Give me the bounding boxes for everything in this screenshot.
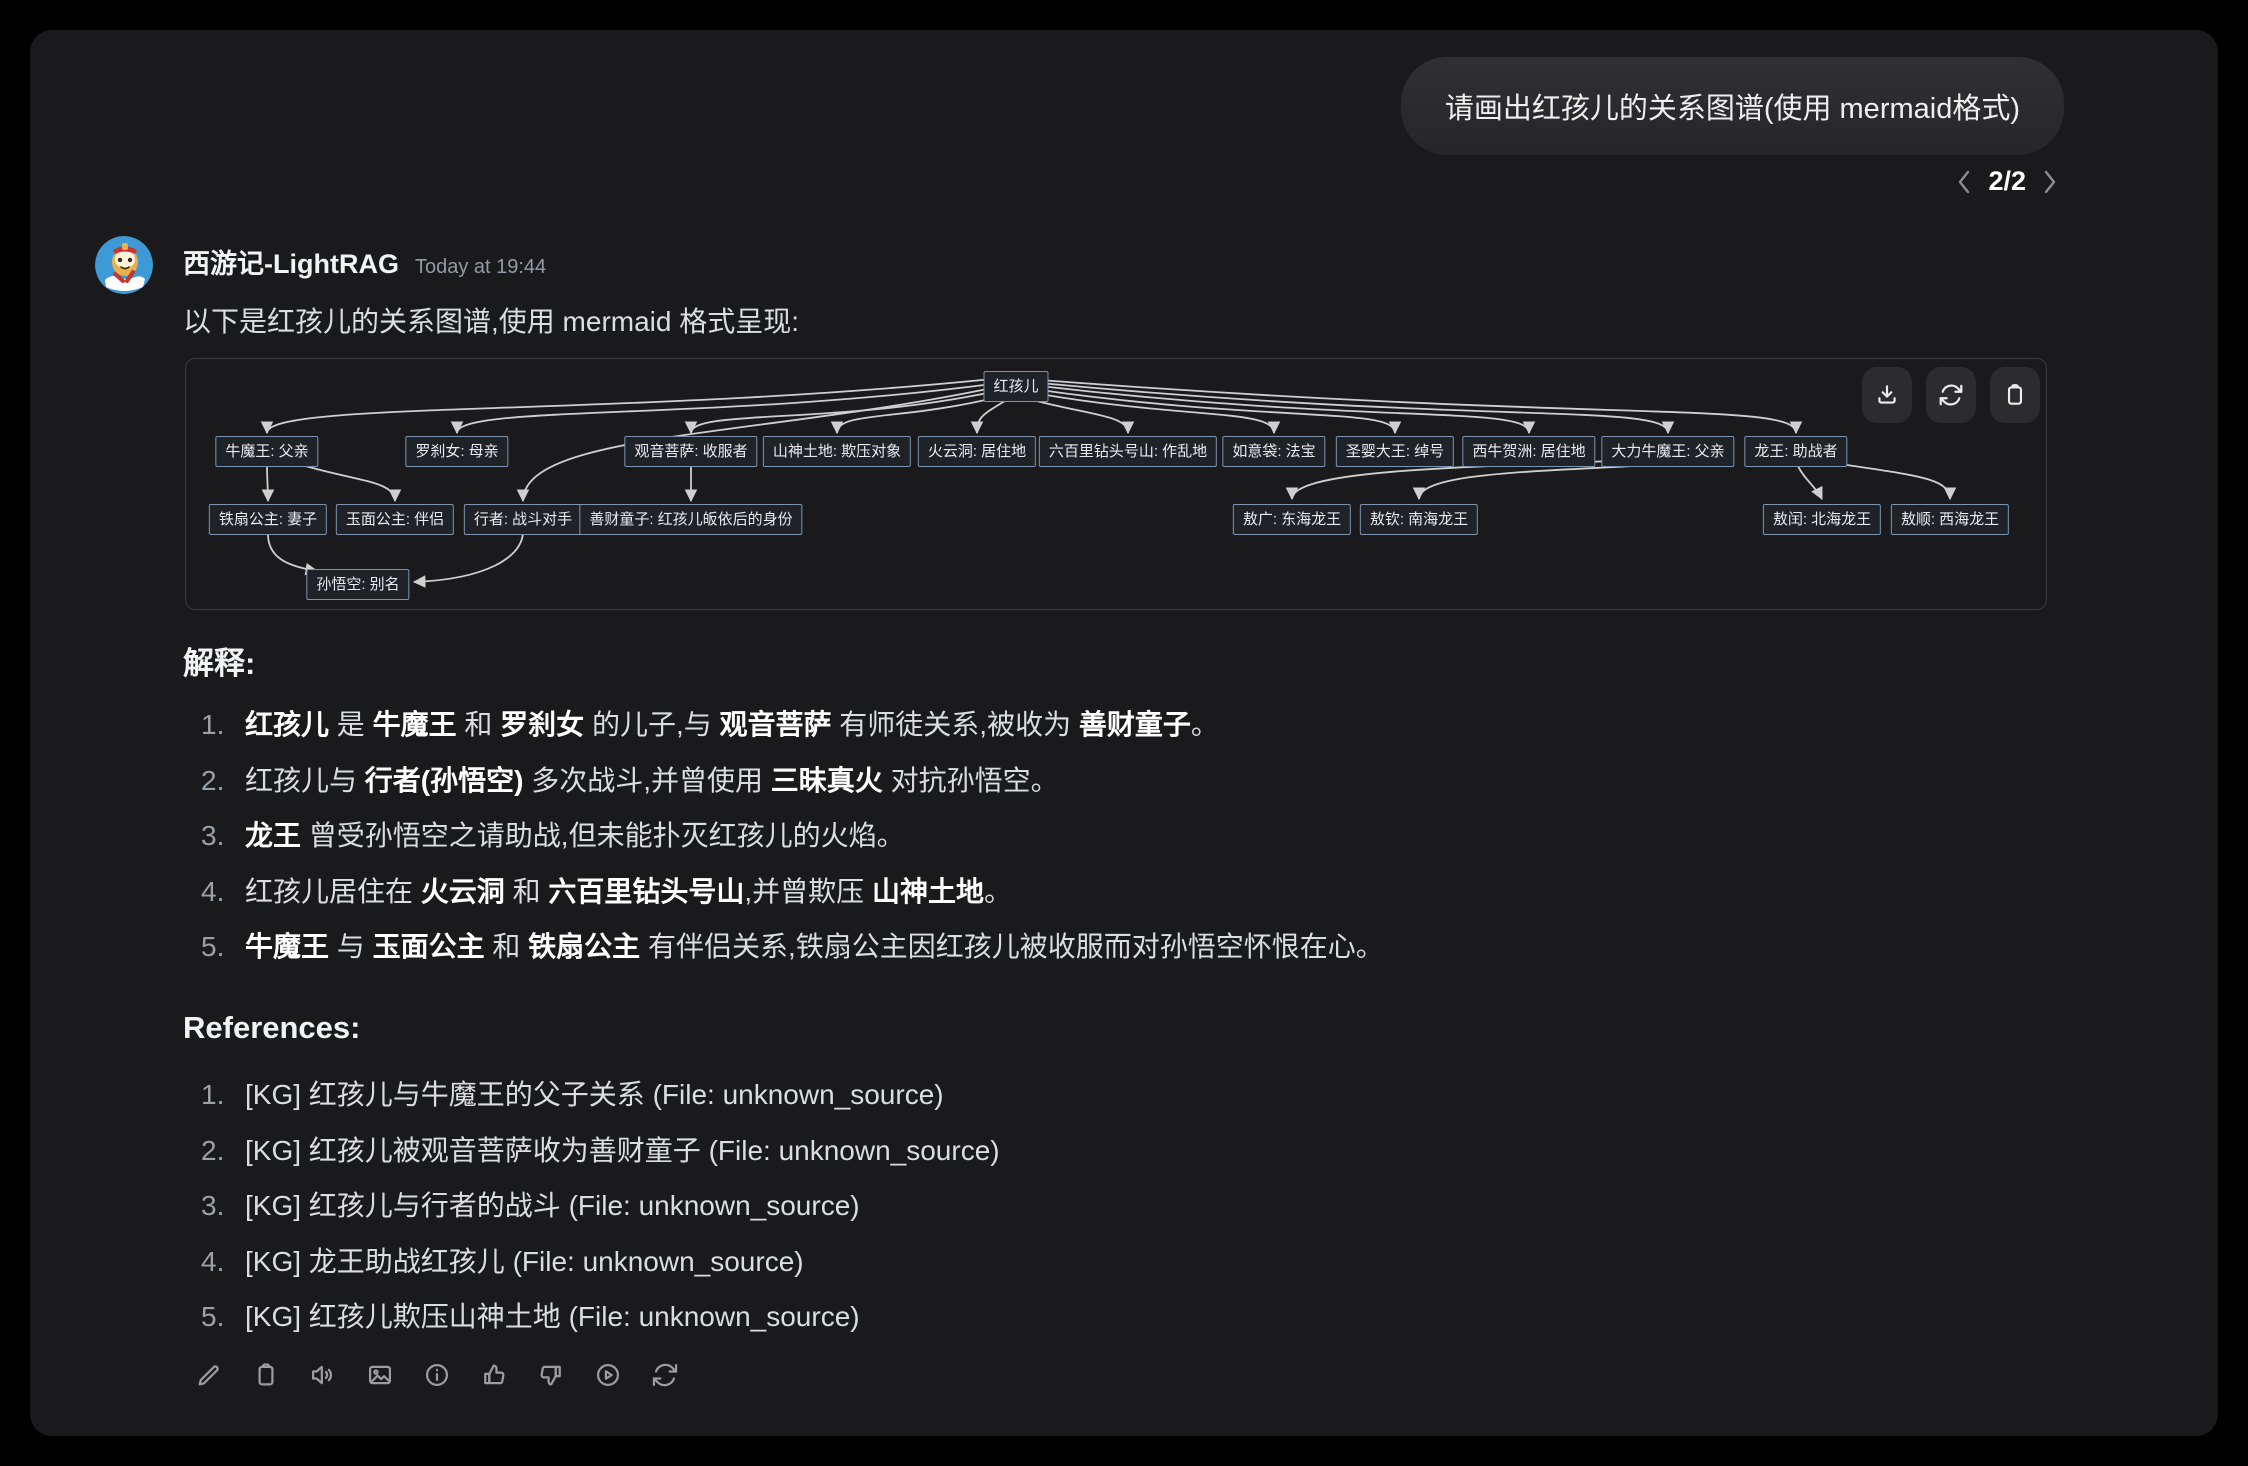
mermaid-diagram-panel: 红孩儿 牛魔王: 父亲 罗刹女: 母亲 观音菩萨: 收服者 山神土地: 欺压对象… xyxy=(185,358,2047,610)
diagram-node: 罗刹女: 母亲 xyxy=(405,436,509,467)
image-button[interactable] xyxy=(366,1361,394,1389)
diagram-node: 龙王: 助战者 xyxy=(1744,436,1848,467)
diagram-node: 山神土地: 欺压对象 xyxy=(762,436,912,467)
diagram-edge xyxy=(1039,389,1402,435)
diagram-node: 火云洞: 居住地 xyxy=(917,436,1037,467)
diagram-node: 孙悟空: 别名 xyxy=(306,569,410,600)
play-button[interactable] xyxy=(594,1361,622,1389)
message-pagination: 2/2 xyxy=(1956,166,2058,197)
explanation-item: 牛魔王 与 玉面公主 和 铁扇公主 有伴侣关系,铁扇公主因红孩儿被收服而对孙悟空… xyxy=(201,919,1384,974)
download-icon xyxy=(1878,385,1896,404)
play-icon xyxy=(596,1363,620,1387)
reference-item: [KG] 红孩儿与牛魔王的父子关系 (File: unknown_source) xyxy=(201,1067,944,1122)
regenerate-icon xyxy=(652,1363,678,1387)
diagram-edges xyxy=(260,378,1957,588)
reference-item: [KG] 红孩儿被观音菩萨收为善财童子 (File: unknown_sourc… xyxy=(201,1123,1000,1178)
bot-message-header: 西游记-LightRAG Today at 19:44 xyxy=(183,242,546,281)
diagram-node: 敖广: 东海龙王 xyxy=(1232,504,1352,535)
diagram-edge xyxy=(450,383,993,435)
explanation-heading: 解释: xyxy=(183,646,256,681)
thumbs-up-icon xyxy=(484,1364,505,1385)
reference-item: [KG] 红孩儿与行者的战斗 (File: unknown_source) xyxy=(201,1178,860,1233)
speak-icon xyxy=(311,1365,333,1385)
refresh-icon xyxy=(1939,384,1963,406)
bot-name[interactable]: 西游记-LightRAG xyxy=(183,249,399,279)
diagram-node: 红孩儿 xyxy=(983,371,1049,402)
diagram-edge xyxy=(1833,462,1957,501)
diagram-node: 玉面公主: 伴侣 xyxy=(335,504,455,535)
thumbs-up-button[interactable] xyxy=(480,1361,508,1389)
thumbs-down-icon xyxy=(540,1365,561,1386)
diagram-edge xyxy=(301,464,402,503)
diagram-node: 圣婴大王: 绰号 xyxy=(1335,436,1455,467)
user-message-bubble: 请画出红孩儿的关系图谱(使用 mermaid格式) xyxy=(1400,57,2064,155)
refresh-diagram-button[interactable] xyxy=(1926,367,1976,423)
copy-diagram-button[interactable] xyxy=(1990,367,2040,423)
diagram-edge xyxy=(1039,393,1281,435)
explanation-item: 红孩儿与 行者(孙悟空) 多次战斗,并曾使用 三昧真火 对抗孙悟空。 xyxy=(201,753,1059,808)
copy-icon xyxy=(258,1363,274,1386)
diagram-node: 行者: 战斗对手 xyxy=(463,504,583,535)
chat-window: 请画出红孩儿的关系图谱(使用 mermaid格式) 2/2 xyxy=(30,30,2218,1436)
references-list: [KG] 红孩儿与牛魔王的父子关系 (File: unknown_source)… xyxy=(183,1067,1000,1345)
diagram-edge xyxy=(830,396,999,435)
diagram-edge xyxy=(684,391,993,435)
explanation-item: 红孩儿 是 牛魔王 和 罗刹女 的儿子,与 观音菩萨 有师徒关系,被收为 善财童… xyxy=(201,697,1219,752)
diagram-edge xyxy=(267,533,319,576)
diagram-node: 大力牛魔王: 父亲 xyxy=(1601,436,1735,467)
diagram-node: 观音菩萨: 收服者 xyxy=(624,436,758,467)
message-timestamp: Today at 19:44 xyxy=(414,256,547,278)
diagram-edge xyxy=(1039,382,1675,435)
references-heading: References: xyxy=(183,1010,361,1045)
explanation-list: 红孩儿 是 牛魔王 和 罗刹女 的儿子,与 观音菩萨 有师徒关系,被收为 善财童… xyxy=(183,697,1384,975)
diagram-edge xyxy=(970,398,1009,435)
reference-item: [KG] 红孩儿欺压山神土地 (File: unknown_source) xyxy=(201,1289,860,1344)
diagram-node: 西牛贺洲: 居住地 xyxy=(1462,436,1596,467)
regenerate-button[interactable] xyxy=(651,1361,679,1389)
pagination-count: 2/2 xyxy=(1988,166,2026,196)
clipboard-icon xyxy=(2007,384,2023,405)
chevron-right-icon[interactable] xyxy=(2042,169,2058,195)
diagram-node: 善财童子: 红孩儿皈依后的身份 xyxy=(579,504,803,535)
diagram-toolbar xyxy=(1862,367,2040,423)
copy-button[interactable] xyxy=(252,1361,280,1389)
explanation-item: 红孩儿居住在 火云洞 和 六百里钻头号山,并曾欺压 山神土地。 xyxy=(201,864,1012,919)
diagram-node: 敖闰: 北海龙王 xyxy=(1762,504,1882,535)
diagram-edge xyxy=(1797,465,1823,500)
diagram-edge xyxy=(1039,379,1803,435)
edit-icon xyxy=(198,1365,219,1386)
diagram-edge xyxy=(1028,398,1135,435)
user-message-text: 请画出红孩儿的关系图谱(使用 mermaid格式) xyxy=(1444,93,2020,125)
image-icon xyxy=(368,1365,392,1385)
diagram-edge xyxy=(1039,385,1536,435)
diagram-node: 敖顺: 西海龙王 xyxy=(1890,504,2010,535)
bot-intro-text: 以下是红孩儿的关系图谱,使用 mermaid 格式呈现: xyxy=(183,306,800,337)
chevron-left-icon[interactable] xyxy=(1956,169,1972,195)
diagram-node: 敖钦: 南海龙王 xyxy=(1359,504,1479,535)
download-button[interactable] xyxy=(1862,367,1912,423)
diagram-node: 六百里钻头号山: 作乱地 xyxy=(1038,436,1218,467)
diagram-edge xyxy=(261,465,275,503)
thumbs-down-button[interactable] xyxy=(537,1361,565,1389)
explanation-item: 龙王 曾受孙悟空之请助战,但未能扑灭红孩儿的火焰。 xyxy=(201,808,905,863)
diagram-node: 如意袋: 法宝 xyxy=(1222,436,1326,467)
reference-item: [KG] 龙王助战红孩儿 (File: unknown_source) xyxy=(201,1234,804,1289)
diagram-node: 牛魔王: 父亲 xyxy=(215,436,319,467)
bot-avatar[interactable] xyxy=(95,236,153,294)
message-toolbar xyxy=(195,1361,679,1389)
diagram-edge xyxy=(412,533,524,588)
info-button[interactable] xyxy=(423,1361,451,1389)
info-icon xyxy=(425,1363,449,1387)
speak-button[interactable] xyxy=(309,1361,337,1389)
diagram-node: 铁扇公主: 妻子 xyxy=(208,504,328,535)
diagram-edge xyxy=(260,378,993,435)
edit-button[interactable] xyxy=(195,1361,223,1389)
